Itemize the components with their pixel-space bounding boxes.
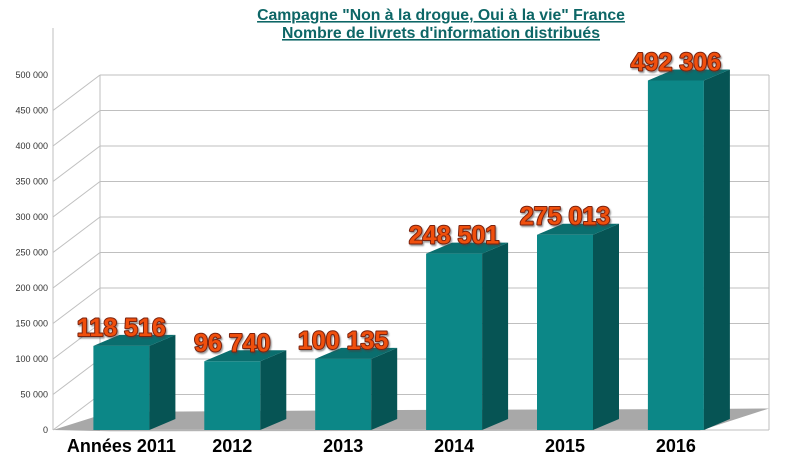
svg-text:50 000: 50 000: [20, 390, 48, 400]
svg-text:2015: 2015: [545, 436, 585, 456]
svg-text:2013: 2013: [323, 436, 363, 456]
svg-text:100 135: 100 135: [298, 327, 388, 355]
svg-text:Nombre de livrets d'informatio: Nombre de livrets d'information distribu…: [282, 25, 600, 42]
svg-text:400 000: 400 000: [15, 141, 48, 151]
svg-text:2014: 2014: [434, 436, 474, 456]
svg-text:100 000: 100 000: [15, 354, 48, 364]
svg-text:200 000: 200 000: [15, 283, 48, 293]
svg-text:150 000: 150 000: [15, 319, 48, 329]
svg-text:500 000: 500 000: [15, 70, 48, 80]
svg-text:350 000: 350 000: [15, 177, 48, 187]
svg-text:250 000: 250 000: [15, 248, 48, 258]
svg-text:300 000: 300 000: [15, 212, 48, 222]
svg-text:Années 2011: Années 2011: [67, 436, 176, 456]
svg-text:248 501: 248 501: [409, 222, 499, 250]
svg-text:0: 0: [43, 425, 48, 435]
svg-text:2016: 2016: [656, 436, 696, 456]
svg-text:118 516: 118 516: [77, 314, 166, 342]
svg-text:450 000: 450 000: [15, 106, 48, 116]
svg-text:492 306: 492 306: [631, 49, 721, 77]
svg-text:275 013: 275 013: [520, 203, 610, 231]
svg-text:Campagne "Non à la drogue, Oui: Campagne "Non à la drogue, Oui à la vie"…: [257, 7, 625, 24]
svg-text:2012: 2012: [212, 436, 252, 456]
svg-text:96 740: 96 740: [194, 329, 270, 357]
